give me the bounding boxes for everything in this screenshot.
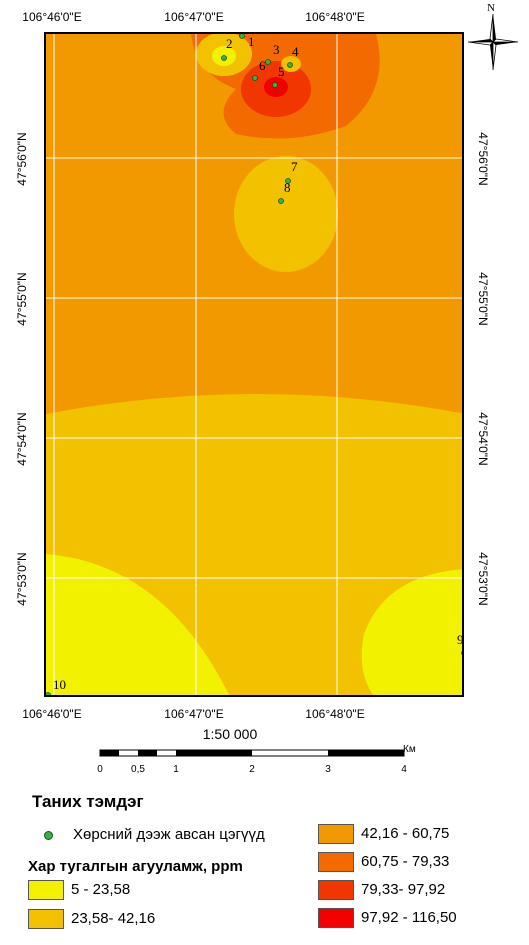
legend-swatch-3 bbox=[318, 824, 354, 844]
sample-point-6 bbox=[252, 75, 258, 81]
sample-point-10 bbox=[46, 692, 51, 695]
sample-point-8 bbox=[278, 198, 284, 204]
sample-point-1 bbox=[239, 34, 245, 39]
point-label-2: 2 bbox=[226, 36, 233, 51]
point-label-9: 9 bbox=[457, 632, 464, 647]
map-frame: 1 2 3 4 5 6 7 8 9 10 bbox=[44, 32, 464, 697]
lon-label-bottom-1: 106°46'0"E bbox=[22, 707, 82, 721]
legend-swatch-1 bbox=[28, 880, 64, 900]
concentration-map: 1 2 3 4 5 6 7 8 9 10 bbox=[46, 34, 464, 695]
scale-tick-0-5: 0,5 bbox=[131, 764, 145, 775]
scale-tick-4: 4 bbox=[401, 764, 407, 775]
legend-swatch-5 bbox=[318, 880, 354, 900]
legend-swatch-6 bbox=[318, 908, 354, 928]
zone-5-23-southwest bbox=[46, 554, 229, 695]
legend-class-4: 60,75 - 79,33 bbox=[361, 853, 450, 870]
sample-point-7 bbox=[285, 178, 291, 184]
legend-subtitle: Хар тугалгын агууламж, ppm bbox=[28, 858, 243, 875]
point-label-6: 6 bbox=[259, 58, 266, 73]
point-label-5: 5 bbox=[278, 64, 285, 79]
lat-label-left-4: 47°53'0"N bbox=[15, 552, 29, 606]
point-label-7: 7 bbox=[291, 159, 298, 174]
lat-label-left-2: 47°55'0"N bbox=[15, 272, 29, 326]
sample-point-5 bbox=[272, 82, 278, 88]
scale-unit: Км bbox=[403, 744, 416, 755]
sample-point-4 bbox=[287, 62, 293, 68]
legend-swatch-4 bbox=[318, 852, 354, 872]
point-label-8: 8 bbox=[284, 180, 291, 195]
scale-bar bbox=[99, 749, 405, 757]
sample-point-3 bbox=[265, 59, 271, 65]
scale-tick-0: 0 bbox=[97, 764, 103, 775]
sample-point-legend-icon bbox=[44, 831, 53, 840]
lat-label-right-3: 47°54'0"N bbox=[476, 412, 490, 466]
zone-5-23-southeast bbox=[361, 569, 462, 695]
scale-tick-1: 1 bbox=[173, 764, 179, 775]
scale-text: 1:50 000 bbox=[202, 726, 258, 742]
lat-label-left-3: 47°54'0"N bbox=[15, 412, 29, 466]
legend-class-6: 97,92 - 116,50 bbox=[361, 909, 457, 926]
zone-23-42-center bbox=[234, 156, 338, 272]
point-label-3: 3 bbox=[273, 42, 280, 57]
lat-label-right-2: 47°55'0"N bbox=[476, 272, 490, 326]
scale-tick-2: 2 bbox=[249, 764, 255, 775]
point-label-1: 1 bbox=[248, 34, 255, 49]
legend-class-3: 42,16 - 60,75 bbox=[361, 825, 450, 842]
legend-swatch-2 bbox=[28, 909, 64, 929]
graticule bbox=[46, 34, 462, 695]
lon-label-bottom-3: 106°48'0"E bbox=[305, 707, 365, 721]
lat-label-right-4: 47°53'0"N bbox=[476, 552, 490, 606]
point-label-4: 4 bbox=[292, 44, 299, 59]
legend-class-5: 79,33- 97,92 bbox=[361, 881, 446, 898]
north-label: N bbox=[487, 2, 495, 14]
legend-title: Таних тэмдэг bbox=[32, 792, 144, 811]
scale-tick-3: 3 bbox=[325, 764, 331, 775]
point-label-10: 10 bbox=[53, 677, 66, 692]
sample-point-9 bbox=[461, 650, 462, 656]
north-arrow: N bbox=[468, 2, 518, 72]
lon-label-top-1: 106°46'0"E bbox=[22, 10, 82, 24]
lon-label-bottom-2: 106°47'0"E bbox=[164, 707, 224, 721]
legend-class-2: 23,58- 42,16 bbox=[71, 910, 156, 927]
compass-icon bbox=[468, 14, 518, 70]
lat-label-right-1: 47°56'0"N bbox=[476, 132, 490, 186]
legend-point-label: Хөрсний дээж авсан цэгүүд bbox=[73, 826, 265, 843]
lon-label-top-2: 106°47'0"E bbox=[164, 10, 224, 24]
sample-points bbox=[46, 34, 462, 695]
sample-point-2 bbox=[221, 55, 227, 61]
lon-label-top-3: 106°48'0"E bbox=[305, 10, 365, 24]
sample-point-labels: 1 2 3 4 5 6 7 8 9 10 bbox=[53, 34, 464, 692]
legend-class-1: 5 - 23,58 bbox=[71, 881, 131, 898]
lat-label-left-1: 47°56'0"N bbox=[15, 132, 29, 186]
